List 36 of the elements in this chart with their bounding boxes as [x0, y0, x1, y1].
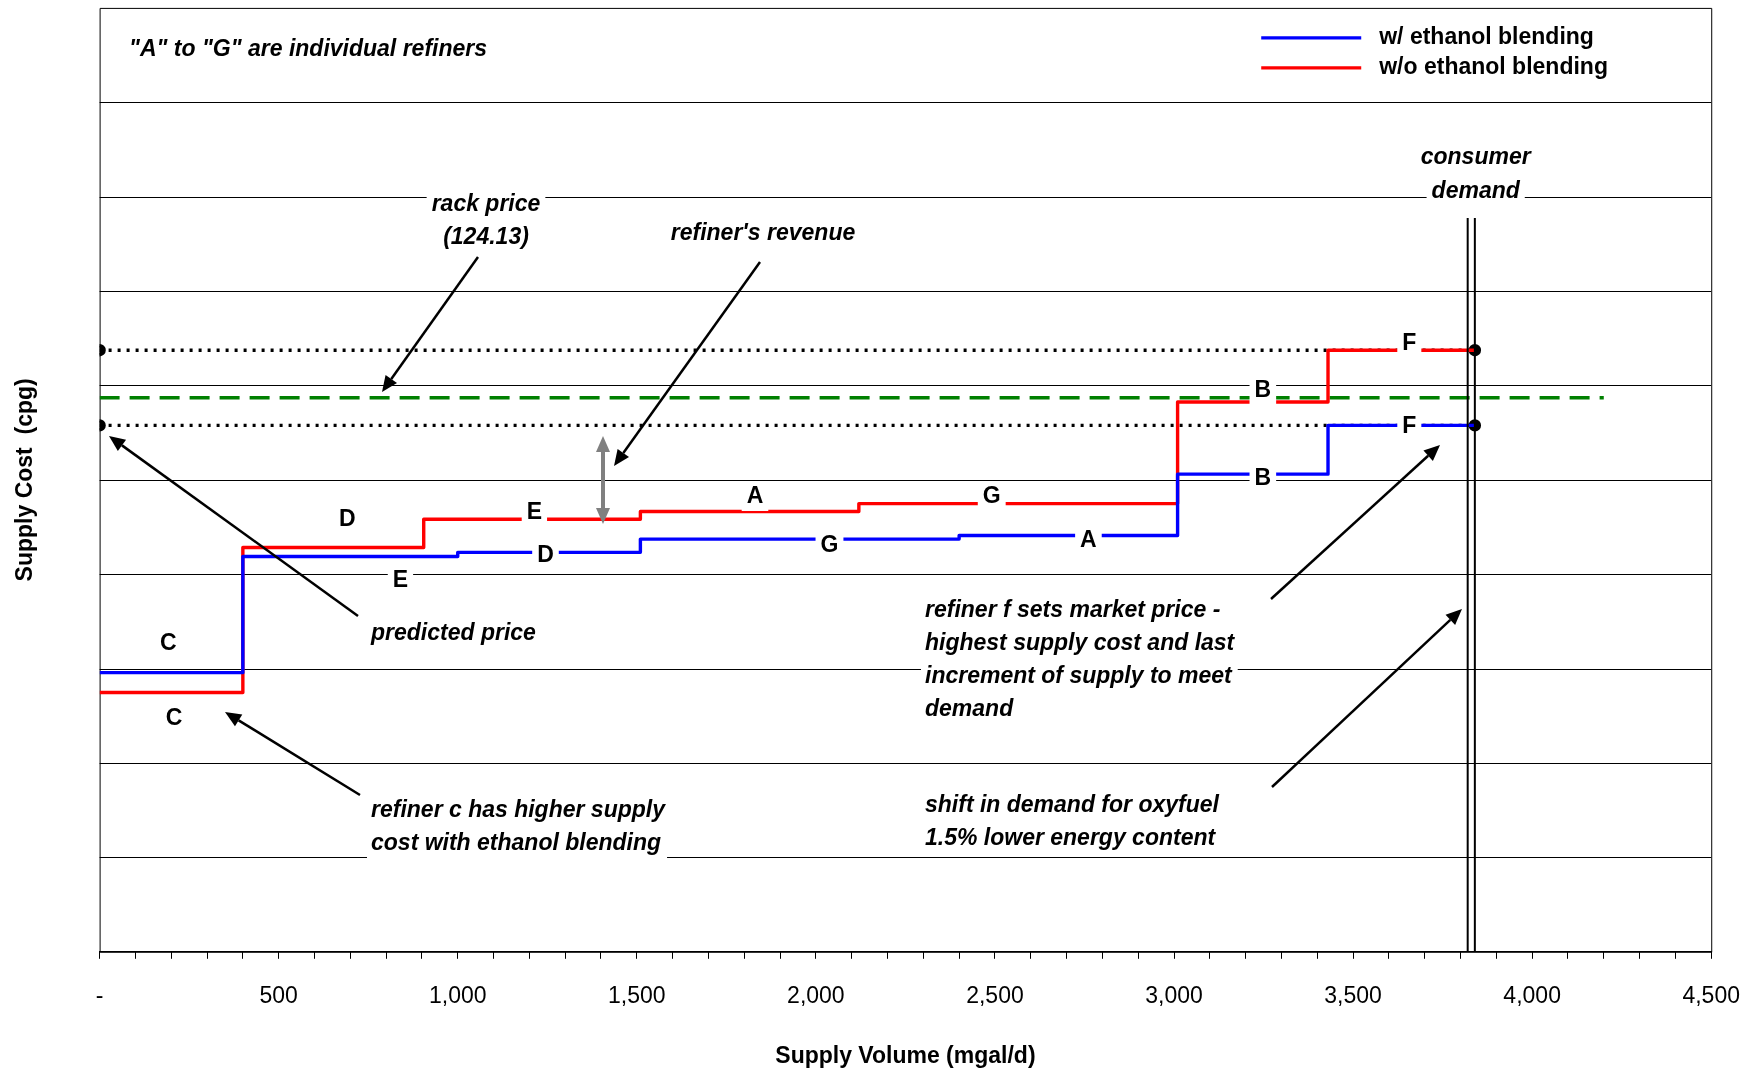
x-tick-label: 2,000	[787, 981, 845, 1008]
x-tick-label: 4,500	[1682, 981, 1740, 1008]
legend-label: w/o ethanol blending	[1378, 53, 1608, 80]
x-tick-label: -	[95, 981, 104, 1008]
annotation: A	[746, 482, 764, 509]
x-tick-label: 2,500	[966, 981, 1024, 1008]
text: rack price (124.13)	[431, 190, 541, 250]
y-axis-title: Supply Cost (cpg)	[11, 378, 38, 582]
annotation: E	[526, 497, 543, 524]
x-tick-label: 1,000	[428, 981, 487, 1008]
x-tick-label: 3,000	[1145, 981, 1203, 1008]
annotation: C	[160, 629, 177, 656]
annotation: B	[1254, 376, 1272, 403]
annotation: D	[537, 540, 554, 567]
x-tick-label: 1,500	[608, 981, 666, 1008]
annotation: A	[1080, 526, 1097, 553]
text: "A" to "G" are individual refiners	[129, 35, 488, 62]
ref-line-label: consumer demand	[1420, 143, 1532, 204]
annotation: G	[820, 531, 839, 558]
annotation: shift in demand for oxyfuel 1.5% lower energy content	[925, 791, 1220, 851]
x-tick-label: 4,000	[1503, 981, 1561, 1008]
annotation: F	[1402, 328, 1417, 355]
x-tick-label: 3,500	[1324, 981, 1382, 1008]
x-axis-title: Supply Volume (mgal/d)	[775, 1041, 1036, 1068]
legend-label: w/ ethanol blending	[1378, 23, 1594, 50]
annotation: F	[1402, 411, 1417, 438]
annotation: E	[392, 565, 409, 592]
x-tick-label: 500	[259, 981, 298, 1008]
annotation: predicted price	[370, 619, 537, 646]
annotation: refiner c has higher supply cost with ethanol blending	[371, 796, 667, 856]
annotation: B	[1254, 463, 1272, 490]
annotation: D	[339, 504, 356, 531]
text: refiner's revenue	[670, 219, 856, 246]
annotation: G	[982, 482, 1001, 509]
annotation: refiner f sets market price - highest supply cost and last increment of supply to meet demand	[925, 596, 1236, 722]
annotation: C	[165, 704, 183, 731]
